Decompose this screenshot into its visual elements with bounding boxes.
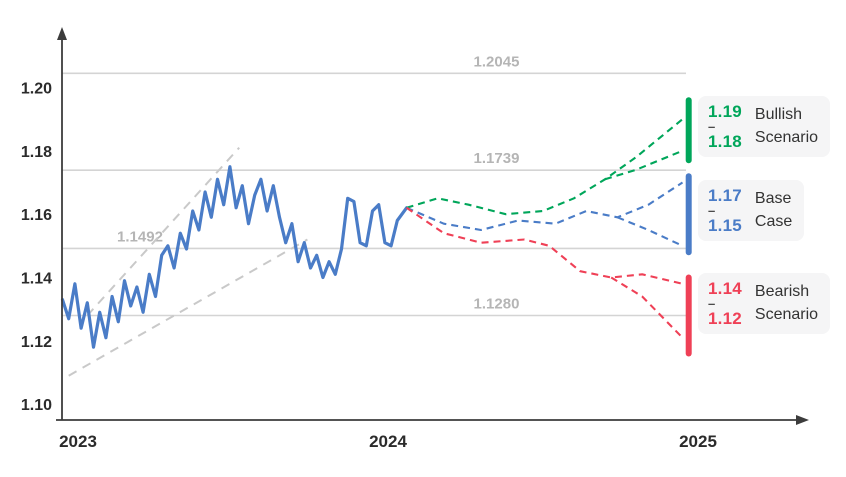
base-projection-line (406, 181, 684, 232)
y-axis-tick-label: 1.14 (21, 271, 52, 288)
y-axis-tick-label: 1.16 (21, 207, 52, 224)
base-range: 1.17 – 1.15 (708, 187, 742, 234)
bullish-projection-fork-line (604, 149, 683, 181)
bullish-scenario-label: 1.19 – 1.18 Bullish Scenario (698, 96, 831, 157)
bullish-range: 1.19 – 1.18 (708, 103, 742, 150)
base-low-value: 1.15 (708, 216, 742, 235)
scenario-name-line: Scenario (754, 305, 819, 323)
x-axis-tick-label: 2023 (59, 432, 97, 451)
trend-channel-line (68, 238, 308, 377)
history-line (60, 165, 409, 349)
bearish-low-value: 1.12 (708, 309, 742, 328)
bullish-low-value: 1.18 (708, 132, 742, 151)
y-axis-arrow (57, 27, 67, 40)
bullish-high-value: 1.19 (708, 102, 742, 121)
y-axis-tick-label: 1.12 (21, 334, 52, 351)
gridline-value-label: 1.1739 (474, 150, 520, 167)
y-axis-tick-label: 1.10 (21, 397, 52, 414)
scenario-name-line: Base (754, 190, 792, 208)
base-case-name: Base Case (755, 188, 792, 233)
bearish-high-value: 1.14 (708, 279, 742, 298)
bearish-projection-line (406, 206, 683, 285)
gridline-value-label: 1.2045 (474, 53, 520, 70)
bearish-scenario-label: 1.14 – 1.12 Bearish Scenario (698, 273, 831, 334)
bullish-projection-line (406, 118, 684, 216)
base-case-label: 1.17 – 1.15 Base Case (698, 180, 805, 241)
base-high-value: 1.17 (708, 186, 742, 205)
trend-channel-line (86, 147, 240, 317)
scenario-name-line: Scenario (754, 128, 819, 146)
gridline-value-label: 1.1280 (474, 296, 520, 313)
bearish-scenario-name: Bearish Scenario (755, 281, 818, 326)
bearish-range: 1.14 – 1.12 (708, 280, 742, 327)
scenario-name-line: Case (754, 212, 793, 230)
x-axis-tick-label: 2024 (369, 432, 407, 451)
x-axis-tick-label: 2025 (679, 432, 717, 451)
range-dash: – (708, 296, 716, 311)
range-dash: – (708, 119, 716, 134)
range-dash: – (708, 203, 716, 218)
bearish-projection-fork-line (610, 276, 684, 339)
scenario-name-line: Bearish (754, 283, 810, 301)
gridline-value-label: 1.1492 (117, 228, 163, 245)
base-projection-fork-line (617, 216, 683, 247)
y-axis-tick-label: 1.20 (21, 81, 52, 98)
y-axis-tick-label: 1.18 (21, 144, 52, 161)
bullish-scenario-name: Bullish Scenario (755, 104, 818, 149)
scenario-name-line: Bullish (754, 106, 803, 124)
x-axis-arrow (796, 415, 809, 425)
